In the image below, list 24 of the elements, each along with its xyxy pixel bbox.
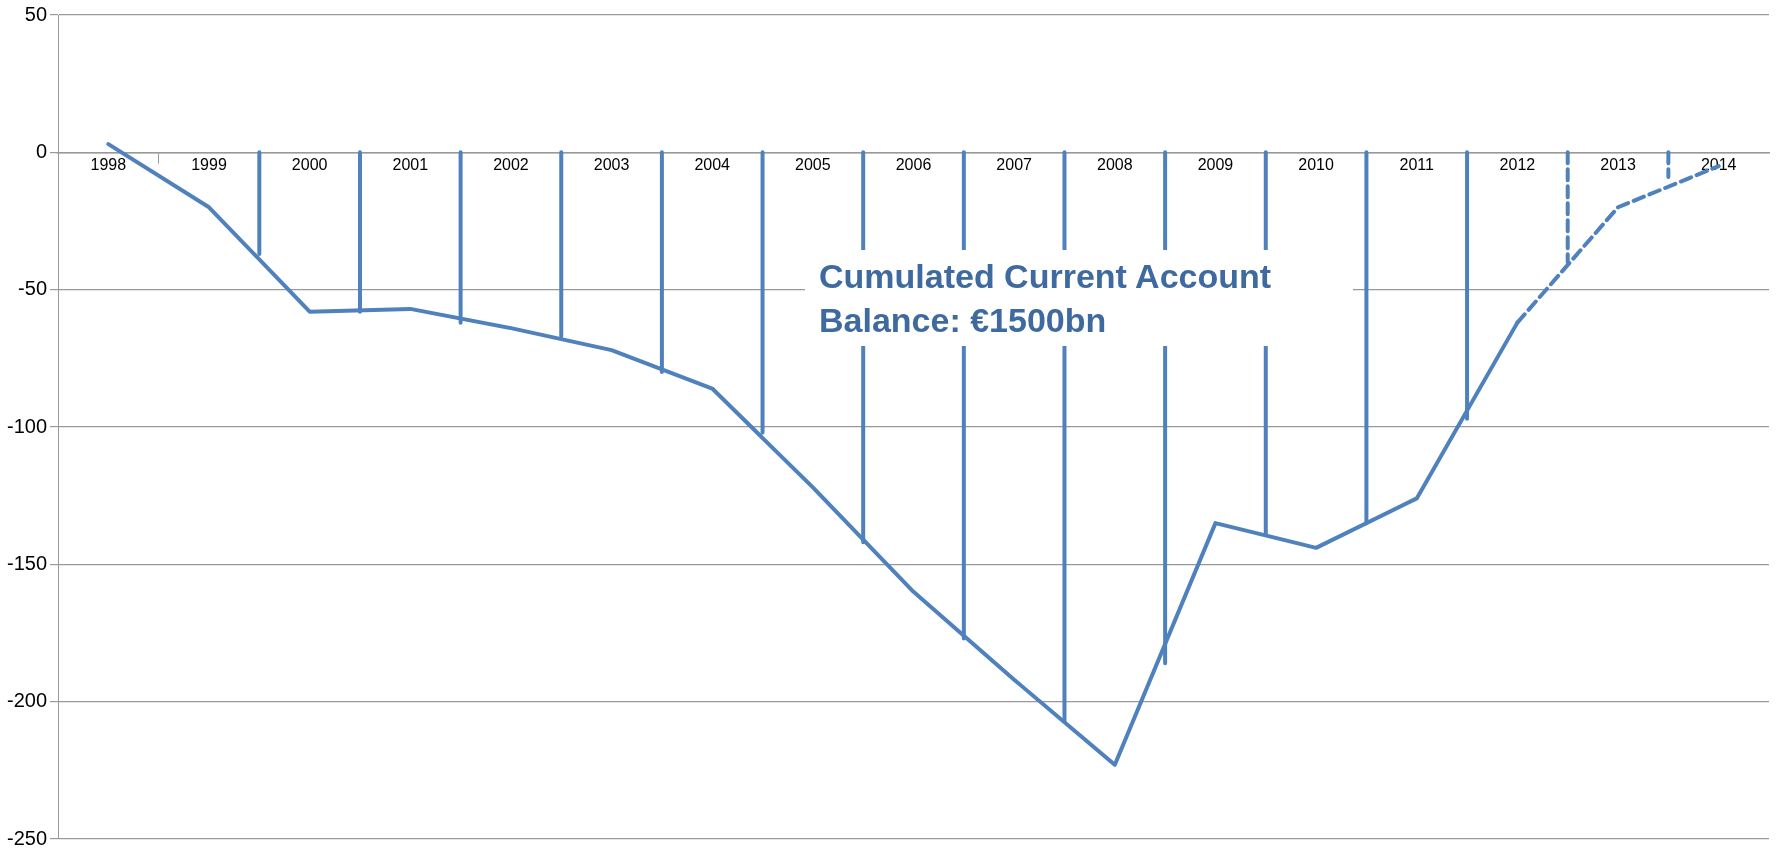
annotation: Cumulated Current Account Balance: €1500bn — [805, 250, 1353, 347]
x-tick-label: 2010 — [1298, 156, 1334, 174]
x-tick-label: 1998 — [90, 156, 127, 174]
x-tick-label: 2012 — [1499, 156, 1536, 174]
y-tick-label: -150 — [7, 551, 48, 574]
x-tick-label: 2011 — [1399, 156, 1435, 174]
x-tick-label: 2003 — [593, 156, 630, 174]
x-tick-label: 2005 — [795, 156, 831, 174]
y-tick-label: -200 — [7, 689, 48, 712]
x-tick-label: 2006 — [895, 156, 932, 174]
y-tick-label: 0 — [35, 139, 48, 162]
x-tick-label: 2009 — [1197, 156, 1234, 174]
y-tick-label: -50 — [18, 277, 48, 300]
x-tick-label: 2002 — [493, 156, 529, 174]
y-tick-label: 50 — [24, 2, 48, 25]
x-tick-label: 2008 — [1097, 156, 1133, 174]
x-tick-label: 2004 — [694, 156, 731, 174]
y-tick-label: -100 — [7, 414, 48, 437]
y-tick-label: -250 — [7, 826, 48, 849]
x-tick-label: 2000 — [291, 156, 328, 174]
x-tick-label: 2007 — [996, 156, 1033, 174]
x-tick-label: 2013 — [1600, 156, 1636, 174]
x-tick-label: 2001 — [392, 156, 429, 174]
x-tick-label: 1999 — [191, 156, 227, 174]
